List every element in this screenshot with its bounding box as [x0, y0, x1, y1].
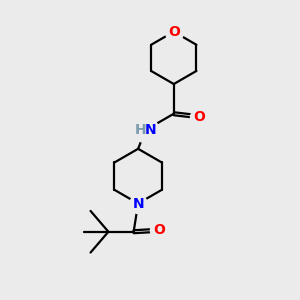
Text: O: O	[168, 25, 180, 39]
Text: N: N	[132, 196, 144, 211]
Text: O: O	[153, 223, 165, 237]
Text: H: H	[134, 123, 146, 137]
Text: N: N	[145, 123, 157, 137]
Text: O: O	[193, 110, 205, 124]
